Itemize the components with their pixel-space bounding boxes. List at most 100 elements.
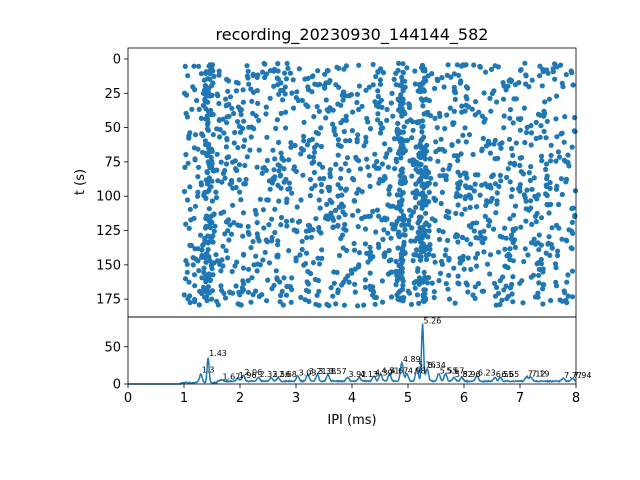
scatter-point [548,152,554,158]
scatter-point [275,242,281,248]
scatter-point [319,188,325,194]
scatter-point [410,161,416,168]
scatter-point [487,271,493,277]
scatter-point [559,130,565,136]
scatter-point [342,161,348,167]
scatter-point [237,129,244,135]
scatter-point [321,175,327,182]
histogram-peak-label: 5.34 [428,361,446,370]
scatter-point [245,229,251,235]
scatter-point [356,262,362,268]
scatter-point [289,190,295,196]
scatter-point [208,154,214,160]
scatter-point [401,138,408,144]
scatter-point [412,68,418,74]
scatter-point [190,84,196,90]
scatter-point [276,91,282,97]
scatter-point [185,160,191,166]
scatter-point [408,238,414,244]
scatter-point [527,177,533,184]
scatter-point [228,180,235,186]
scatter-point [317,176,323,182]
scatter-point [181,188,188,195]
scatter-point [540,66,546,72]
scatter-point [195,146,201,152]
scatter-point [433,139,439,145]
scatter-point [483,69,489,75]
scatter-point [376,180,382,186]
scatter-point [374,207,380,213]
scatter-point [331,280,337,286]
scatter-point [553,93,560,99]
scatter-point [420,246,426,252]
scatter-point [305,87,312,93]
scatter-point [456,72,462,78]
scatter-point [372,99,378,105]
scatter-point [482,213,488,219]
scatter-point [501,113,507,119]
scatter-point [307,225,313,231]
scatter-point [517,280,523,286]
scatter-point [192,157,198,163]
scatter-point [375,117,381,123]
scatter-point [549,225,555,231]
scatter-point [502,246,508,252]
scatter-point [543,183,550,190]
scatter-point [182,63,188,69]
scatter-point [570,230,576,236]
scatter-point [330,121,336,127]
scatter-point [236,177,242,183]
scatter-point [438,200,444,207]
scatter-point [517,67,524,73]
scatter-point [351,177,357,183]
scatter-point [343,186,349,192]
scatter-point [445,62,451,68]
scatter-point [183,152,189,158]
scatter-point [276,139,282,145]
scatter-point [218,268,224,274]
scatter-point [531,175,537,181]
scatter-point [354,190,360,196]
scatter-point [191,272,198,278]
scatter-point [267,186,273,192]
scatter-point [201,265,207,271]
scatter-point [189,106,195,112]
scatter-point [572,212,578,219]
scatter-point [340,245,346,251]
scatter-point [472,295,478,301]
scatter-point [396,128,403,134]
scatter-point [335,193,341,199]
scatter-point [318,143,324,150]
scatter-point [196,63,202,69]
scatter-point [198,115,204,121]
scatter-point [468,266,474,272]
scatter-point [517,182,523,188]
scatter-point [463,139,469,145]
scatter-point [219,179,225,185]
scatter-point [341,66,347,72]
scatter-point [273,125,279,131]
scatter-point [562,290,568,296]
scatter-point [380,236,386,242]
scatter-point [507,107,514,113]
scatter-point [407,158,413,164]
scatter-point [531,236,537,242]
scatter-point [235,222,241,228]
scatter-point [186,225,192,231]
scatter-point [325,68,331,74]
scatter-point [347,138,353,144]
scatter-point [477,63,483,69]
scatter-point [494,99,500,105]
scatter-point [534,210,540,216]
scatter-point [214,298,220,304]
scatter-point [224,76,230,82]
scatter-point [380,125,386,131]
scatter-point [316,197,322,203]
scatter-point [296,66,302,72]
scatter-point [532,294,539,300]
scatter-point [291,227,297,233]
histogram-peak-label: 6.55 [496,370,514,379]
scatter-point [225,154,232,160]
scatter-point [442,126,448,132]
scatter-point [402,179,409,185]
